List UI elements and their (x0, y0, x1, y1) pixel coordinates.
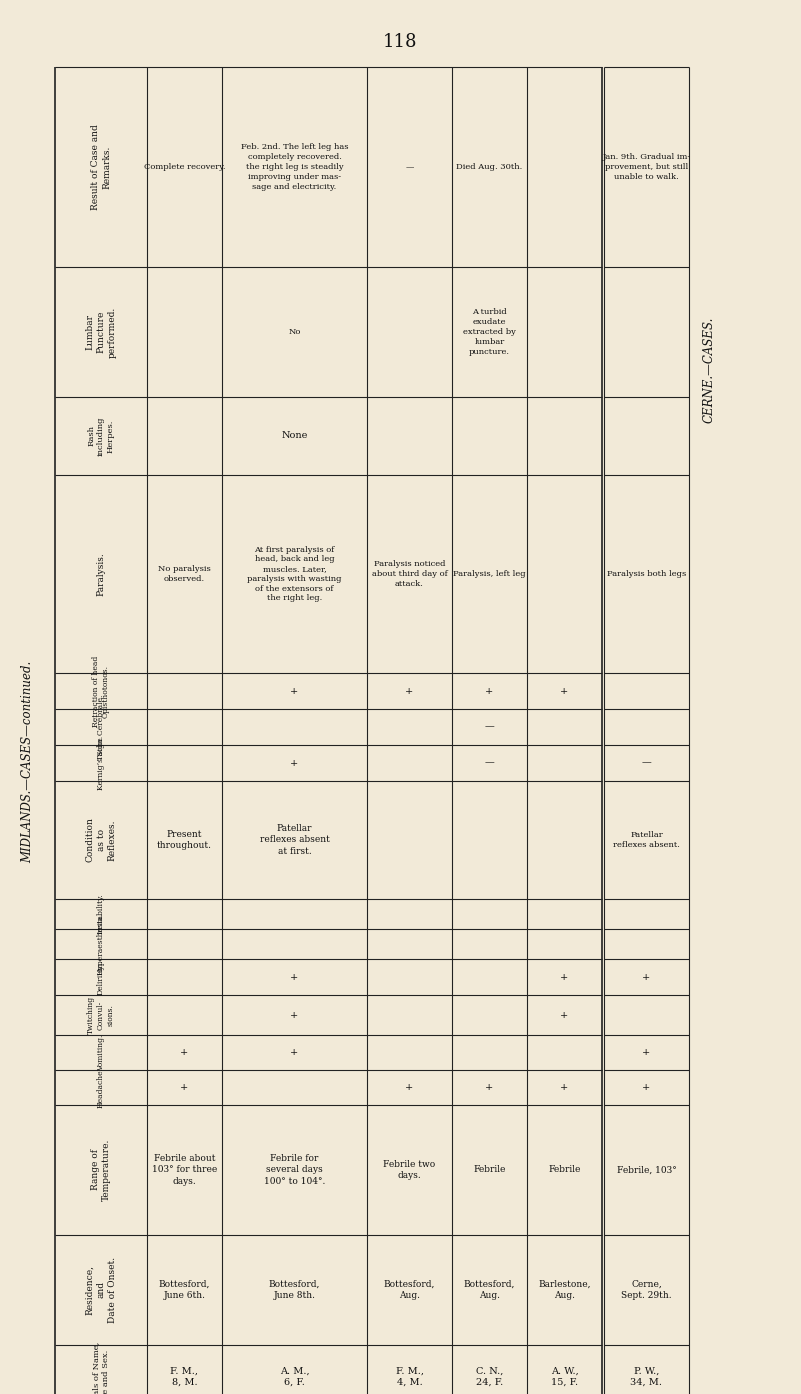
Text: Delirium.: Delirium. (97, 959, 105, 995)
Text: Result of Case and
Remarks.: Result of Case and Remarks. (91, 124, 111, 210)
Text: F. M.,
8, M.: F. M., 8, M. (171, 1368, 199, 1387)
Text: Kernig’s Sign.: Kernig’s Sign. (97, 736, 105, 790)
Text: Twitching
Convul-
sions.: Twitching Convul- sions. (87, 995, 115, 1034)
Text: Febrile for
several days
100° to 104°.: Febrile for several days 100° to 104°. (264, 1154, 325, 1186)
Text: —: — (642, 758, 651, 768)
Text: Cerne,
Sept. 29th.: Cerne, Sept. 29th. (622, 1280, 672, 1301)
Text: —: — (405, 163, 413, 171)
Text: C. N.,
24, F.: C. N., 24, F. (476, 1368, 503, 1387)
Text: +: + (180, 1048, 188, 1057)
Text: Febrile: Febrile (549, 1165, 581, 1175)
Text: 118: 118 (383, 33, 417, 52)
Text: +: + (485, 1083, 493, 1092)
Text: Feb. 2nd. The left leg has
completely recovered.
the right leg is steadily
impro: Feb. 2nd. The left leg has completely re… (241, 144, 348, 191)
Text: P. W.,
34, M.: P. W., 34, M. (630, 1368, 662, 1387)
Text: Headache.: Headache. (97, 1066, 105, 1108)
Text: No paralysis
observed.: No paralysis observed. (158, 565, 211, 583)
Text: +: + (405, 1083, 413, 1092)
Text: Complete recovery.: Complete recovery. (143, 163, 225, 171)
Text: Vomiting.: Vomiting. (97, 1034, 105, 1071)
Text: Bottesford,
June 6th.: Bottesford, June 6th. (159, 1280, 210, 1301)
Text: +: + (291, 758, 299, 768)
Text: +: + (291, 1048, 299, 1057)
Text: MIDLANDS.—CASES—continued.: MIDLANDS.—CASES—continued. (22, 661, 34, 863)
Text: Bottesford,
Aug.: Bottesford, Aug. (464, 1280, 515, 1301)
Text: Rash
including
Herpes.: Rash including Herpes. (87, 417, 115, 456)
Text: A turbid
exudate
extracted by
lumbar
puncture.: A turbid exudate extracted by lumbar pun… (463, 308, 516, 355)
Text: Died Aug. 30th.: Died Aug. 30th. (457, 163, 522, 171)
Text: +: + (405, 686, 413, 696)
Text: At first paralysis of
head, back and leg
muscles. Later,
paralysis with wasting
: At first paralysis of head, back and leg… (248, 545, 342, 602)
Text: +: + (642, 1048, 650, 1057)
Text: Barlestone,
Aug.: Barlestone, Aug. (538, 1280, 591, 1301)
Text: Range of
Temperature.: Range of Temperature. (91, 1139, 111, 1202)
Text: Present
throughout.: Present throughout. (157, 829, 212, 850)
Text: Lumbar
Puncture
performed.: Lumbar Puncture performed. (86, 307, 117, 358)
Text: +: + (561, 686, 569, 696)
Text: Jan. 9th. Gradual im-
provement, but still
unable to walk.: Jan. 9th. Gradual im- provement, but sti… (602, 153, 690, 181)
Text: Initials of Name,
Age and Sex.: Initials of Name, Age and Sex. (92, 1342, 110, 1394)
Text: +: + (291, 973, 299, 981)
Text: Bottesford,
Aug.: Bottesford, Aug. (384, 1280, 435, 1301)
Text: +: + (561, 1011, 569, 1019)
Text: Febrile about
103° for three
days.: Febrile about 103° for three days. (152, 1154, 217, 1186)
Text: Condition
as to
Reflexes.: Condition as to Reflexes. (86, 817, 117, 863)
Text: Patellar
reflexes absent.: Patellar reflexes absent. (613, 831, 680, 849)
Text: Retraction of head
Opisthotonos.: Retraction of head Opisthotonos. (92, 655, 110, 726)
Text: None: None (281, 432, 308, 441)
Text: Residence,
and
Date of Onset.: Residence, and Date of Onset. (86, 1257, 117, 1323)
Text: Patellar
reflexes absent
at first.: Patellar reflexes absent at first. (260, 824, 329, 856)
Text: Tache Cérébrale.: Tache Cérébrale. (97, 694, 105, 760)
Text: +: + (180, 1083, 188, 1092)
Text: +: + (561, 973, 569, 981)
Text: —: — (485, 722, 494, 732)
Text: No: No (288, 328, 300, 336)
Text: Paralysis both legs: Paralysis both legs (607, 570, 686, 579)
Text: Febrile: Febrile (473, 1165, 505, 1175)
Text: A. W.,
15, F.: A. W., 15, F. (550, 1368, 578, 1387)
Text: Paralysis noticed
about third day of
attack.: Paralysis noticed about third day of att… (372, 560, 448, 588)
Text: Febrile two
days.: Febrile two days. (384, 1160, 436, 1181)
Text: +: + (642, 1083, 650, 1092)
Text: +: + (291, 686, 299, 696)
Text: F. M.,
4, M.: F. M., 4, M. (396, 1368, 424, 1387)
Text: +: + (291, 1011, 299, 1019)
Text: +: + (485, 686, 493, 696)
Text: +: + (561, 1083, 569, 1092)
Text: Irritability.: Irritability. (97, 894, 105, 934)
Text: Paralysis, left leg: Paralysis, left leg (453, 570, 525, 579)
Text: Bottesford,
June 8th.: Bottesford, June 8th. (269, 1280, 320, 1301)
Text: Febrile, 103°: Febrile, 103° (617, 1165, 676, 1175)
Text: Paralysis.: Paralysis. (96, 552, 106, 595)
Text: —: — (485, 758, 494, 768)
Text: Hyperaesthesia.: Hyperaesthesia. (97, 913, 105, 976)
Text: CERNE.—CASES.: CERNE.—CASES. (702, 316, 715, 424)
Text: A. M.,
6, F.: A. M., 6, F. (280, 1368, 309, 1387)
Text: +: + (642, 973, 650, 981)
